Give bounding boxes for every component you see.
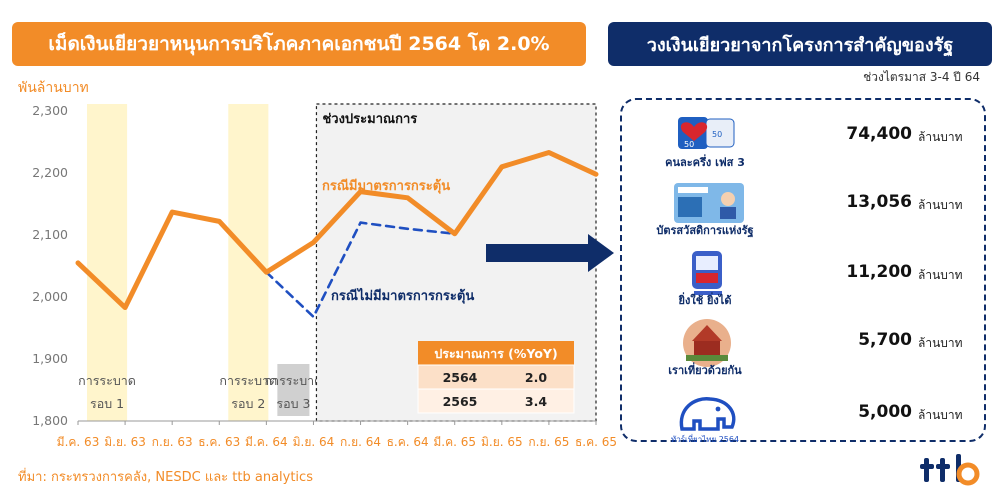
program-name: คนละครึ่ง เฟส 3 — [665, 156, 745, 169]
x-tick-label: มี.ค. 63 — [57, 435, 100, 449]
program-unit: ล้านบาท — [918, 336, 963, 350]
x-tick-label: ก.ย. 63 — [152, 435, 193, 449]
period-note: ช่วงไตรมาส 3-4 ปี 64 — [863, 70, 980, 84]
puzzle-heart-icon: 50 50 — [678, 117, 735, 149]
x-tick-label: มิ.ย. 63 — [104, 435, 146, 449]
series-layer: กรณีมีมาตรการกระตุ้นกรณีไม่มีมาตรการกระต… — [75, 150, 599, 319]
right-title: วงเงินเยียวยาจากโครงการสำคัญของรัฐ — [646, 34, 954, 56]
left-title-banner: เม็ดเงินเยียวยาหนุนการบริโภคภาคเอกชนปี 2… — [12, 22, 586, 66]
stimulus-series-label: กรณีมีมาตรการกระตุ้น — [322, 178, 450, 194]
ttb-logo-icon — [920, 454, 980, 486]
table-header-bg — [418, 341, 574, 365]
table-header: ประมาณการ (%YoY) — [434, 346, 557, 361]
x-tick-label: ธ.ค. 63 — [198, 435, 240, 449]
right-title-banner: วงเงินเยียวยาจากโครงการสำคัญของรัฐ — [608, 22, 992, 66]
x-tick-label: ก.ย. 64 — [340, 435, 381, 449]
program-item: ยิ่งใช้ ยิ่งได้ 11,200 ล้านบาท — [622, 244, 988, 307]
table-value-cell: 2.0 — [525, 370, 547, 385]
table-row — [417, 388, 575, 414]
stimulus-series-line — [75, 150, 599, 311]
svg-text:50: 50 — [684, 140, 694, 149]
program-unit: ล้านบาท — [918, 268, 963, 282]
wave-label: การระบาด — [78, 373, 136, 388]
table-year-cell: 2565 — [443, 394, 478, 409]
wave-3-label-box — [277, 364, 310, 416]
right-arrow-icon — [486, 234, 614, 272]
table-value-cell: 3.4 — [525, 394, 547, 409]
program-amount: 11,200 — [846, 262, 912, 282]
y-tick-label: 1,900 — [32, 351, 68, 366]
x-tick-label: ก.ย. 65 — [528, 435, 569, 449]
x-tick-label: มิ.ย. 64 — [293, 435, 335, 449]
y-tick-label: 2,100 — [32, 227, 68, 242]
x-tick-label: ธ.ค. 64 — [387, 435, 429, 449]
program-amount: 13,056 — [846, 192, 912, 212]
program-unit: ล้านบาท — [918, 408, 963, 422]
wave-round-label: รอบ 2 — [231, 396, 265, 411]
elephant-icon — [679, 397, 736, 431]
x-tick-label: มิ.ย. 65 — [481, 435, 523, 449]
wave-label: การระบาด — [219, 373, 277, 388]
table-year-cell: 2564 — [443, 370, 478, 385]
wave-band — [87, 104, 128, 421]
program-unit: ล้านบาท — [918, 130, 963, 144]
wave-round-label: รอบ 1 — [90, 396, 124, 411]
x-tick-label: มี.ค. 65 — [433, 435, 476, 449]
program-item: เราเที่ยวด้วยกัน 5,700 ล้านบาท — [622, 312, 988, 377]
program-amount: 5,000 — [858, 402, 912, 422]
program-name: ยิ่งใช้ ยิ่งได้ — [678, 294, 732, 307]
program-amount: 74,400 — [846, 124, 912, 144]
program-name: บัตรสวัสดิการแห่งรัฐ — [656, 224, 754, 237]
program-item: ทัวร์เที่ยวไทย 2564 5,000 ล้านบาท — [622, 384, 988, 446]
travel-temple-icon — [683, 319, 731, 367]
axis-layer: พันล้านบาท 1,800 1,900 2,000 2,100 2,200 2,300… — [18, 80, 617, 449]
forecast-table: ประมาณการ (%YoY) 2564 2.0 2565 3.4 — [417, 341, 575, 414]
program-name: ทัวร์เที่ยวไทย 2564 — [670, 435, 740, 444]
program-item: 50 50 คนละครึ่ง เฟส 3 74,400 ล้านบาท — [622, 106, 988, 169]
y-tick-label: 1,800 — [32, 413, 68, 428]
x-tick-label: ธ.ค. 65 — [575, 435, 617, 449]
svg-text:50: 50 — [712, 130, 722, 139]
y-axis-label: พันล้านบาท — [18, 80, 89, 96]
no-stimulus-series-label: กรณีไม่มีมาตรการกระตุ้น — [331, 287, 474, 304]
welfare-card-icon — [674, 183, 744, 223]
program-list: 50 50 คนละครึ่ง เฟส 3 74,400 ล้านบาท บัตรสวัส… — [620, 98, 988, 444]
y-tick-label: 2,000 — [32, 289, 68, 304]
wave-round-label: รอบ 3 — [276, 396, 310, 411]
program-name: เราเที่ยวด้วยกัน — [668, 364, 742, 377]
forecast-label: ช่วงประมาณการ — [322, 112, 417, 127]
y-tick-label: 2,200 — [32, 165, 68, 180]
program-item: บัตรสวัสดิการแห่งรัฐ 13,056 ล้านบาท — [622, 174, 988, 237]
source-note: ที่มา: กระทรวงการคลัง, NESDC และ ttb ana… — [18, 470, 313, 485]
y-tick-label: 2,300 — [32, 103, 68, 118]
x-tick-label: มี.ค. 64 — [245, 435, 288, 449]
program-unit: ล้านบาท — [918, 198, 963, 212]
wallet-app-icon — [692, 251, 722, 295]
wave-label: การระบาด — [265, 373, 323, 388]
program-amount: 5,700 — [858, 330, 912, 350]
table-row — [417, 364, 575, 390]
wave-band — [228, 104, 269, 421]
left-title: เม็ดเงินเยียวยาหนุนการบริโภคภาคเอกชนปี 2… — [48, 33, 550, 55]
